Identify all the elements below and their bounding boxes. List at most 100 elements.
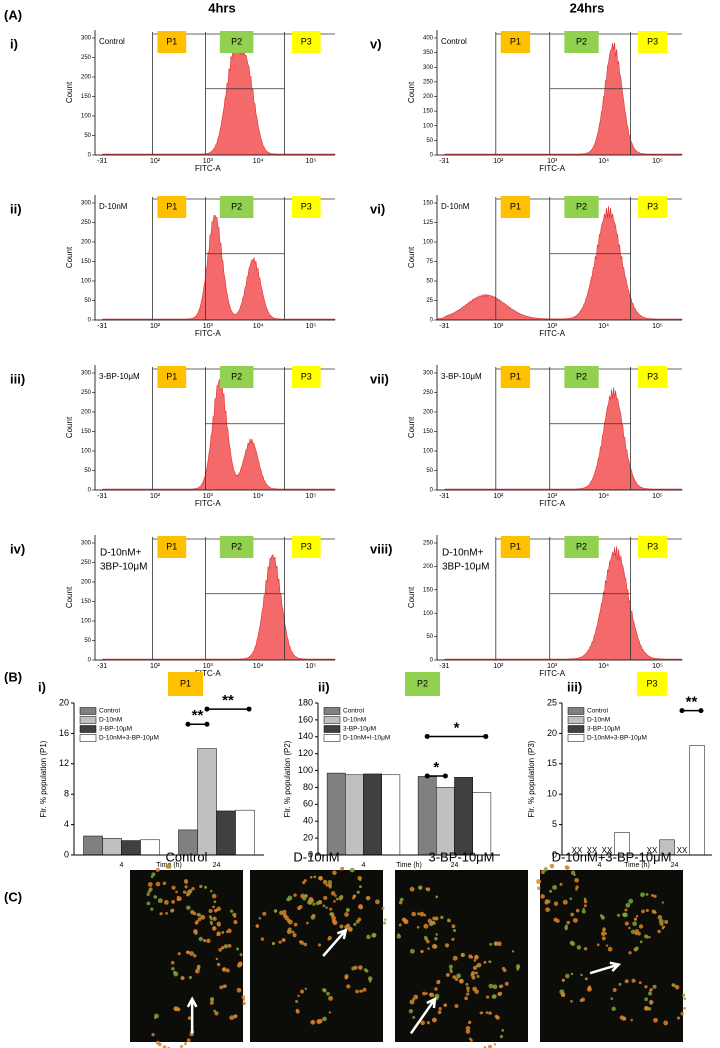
stain <box>344 912 349 917</box>
stain <box>580 973 583 977</box>
x-tick-label: 10⁴ <box>598 663 609 670</box>
stain <box>483 960 487 964</box>
stain <box>223 944 229 949</box>
stain <box>348 927 353 932</box>
stain <box>471 975 476 980</box>
gate-label: P1 <box>166 201 177 211</box>
stain <box>423 935 428 940</box>
y-axis-label: Count <box>407 586 416 608</box>
stain <box>576 945 582 950</box>
x-tick-label: 10⁴ <box>598 158 609 165</box>
x-tick-label: 10² <box>493 323 504 330</box>
x-tick-label: -31 <box>439 323 449 330</box>
gate-box <box>500 196 531 218</box>
bar <box>345 774 364 856</box>
stain <box>203 885 208 889</box>
stain <box>653 1017 658 1023</box>
stain <box>297 994 300 998</box>
bar <box>83 835 103 856</box>
stain <box>214 1011 219 1016</box>
x-axis-label: FITC-A <box>195 499 221 508</box>
stain <box>170 908 175 912</box>
stain <box>190 910 195 915</box>
stain <box>495 1015 500 1020</box>
stain <box>570 972 574 976</box>
stain <box>165 911 168 915</box>
stain <box>340 866 344 871</box>
y-tick-label: 100 <box>423 240 434 246</box>
y-tick-label: 150 <box>423 587 434 593</box>
stain <box>322 1016 327 1022</box>
stain <box>583 904 587 908</box>
stain <box>409 948 415 954</box>
y-tick-label: 250 <box>423 541 434 547</box>
stain <box>649 989 652 992</box>
y-tick-label: 200 <box>423 94 434 100</box>
x-tick-label: -31 <box>439 158 449 165</box>
image-label: Control <box>166 849 208 864</box>
stain <box>316 1019 322 1025</box>
x-tick-label: 10² <box>150 158 161 165</box>
gate-box <box>405 672 440 696</box>
stain <box>586 986 592 992</box>
stain <box>173 971 179 977</box>
stain <box>199 884 203 889</box>
stain <box>177 952 181 956</box>
arrow <box>589 963 620 975</box>
stain <box>503 968 507 973</box>
stain <box>446 973 450 977</box>
stain <box>356 890 360 894</box>
stain <box>399 897 404 902</box>
bar <box>102 838 122 856</box>
gate-label: P2 <box>576 541 587 551</box>
stain <box>432 916 436 921</box>
stain <box>644 1006 649 1011</box>
stain <box>584 977 588 981</box>
stain <box>435 895 439 899</box>
gate-box <box>564 31 599 53</box>
y-axis-label: Count <box>65 586 74 608</box>
stain <box>197 913 202 917</box>
stain <box>493 1043 497 1046</box>
stain <box>338 896 343 901</box>
stain <box>479 1011 483 1015</box>
stain <box>638 981 642 985</box>
gate-label: P2 <box>231 201 242 211</box>
stain <box>409 999 415 1005</box>
stain <box>209 1000 214 1005</box>
stain <box>236 947 240 951</box>
stain <box>634 948 637 951</box>
y-tick-label: 125 <box>423 220 434 226</box>
stain <box>628 898 634 904</box>
stain <box>200 914 206 920</box>
stain <box>449 968 453 972</box>
stain <box>225 930 229 934</box>
stain <box>213 900 217 904</box>
stain <box>155 1040 160 1045</box>
stain <box>237 961 243 967</box>
stain <box>599 914 603 917</box>
y-tick-label: 100 <box>423 449 434 455</box>
stain <box>198 936 203 942</box>
x-tick-label: 10⁵ <box>652 663 663 670</box>
chart-title: P1 <box>180 678 191 688</box>
stain <box>572 917 578 923</box>
sig-end <box>424 733 430 739</box>
stain <box>459 979 464 984</box>
x-tick-label: -31 <box>439 493 449 500</box>
sig-end <box>204 721 210 727</box>
stain <box>456 973 461 979</box>
stain <box>435 933 439 936</box>
stain <box>601 931 606 937</box>
stain <box>683 997 687 1000</box>
stain <box>176 1007 181 1012</box>
y-tick-label: 150 <box>81 94 92 100</box>
x-tick-label: 10⁵ <box>306 493 317 500</box>
x-axis-label: FITC-A <box>539 669 565 678</box>
stain <box>474 954 479 960</box>
stain <box>511 950 515 953</box>
stain <box>466 992 470 996</box>
stain <box>635 915 639 918</box>
stain <box>452 975 457 980</box>
stain <box>562 899 568 905</box>
